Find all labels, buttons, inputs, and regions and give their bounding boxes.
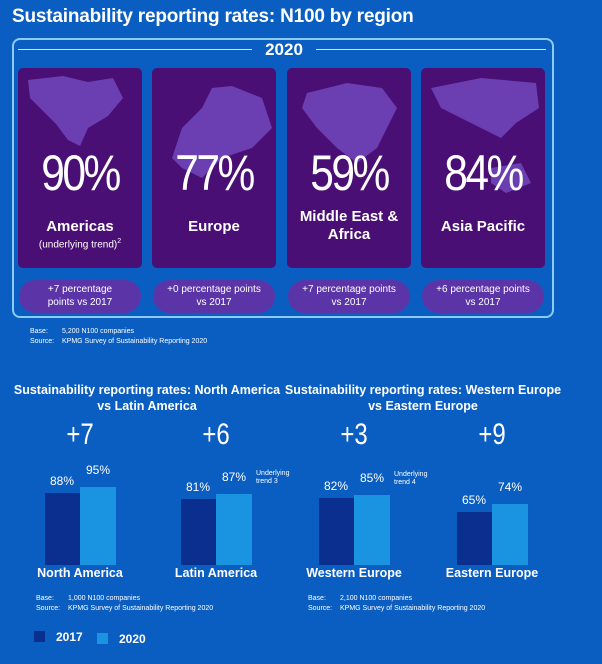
underlying-trend-note: Underlying trend 4 (394, 471, 428, 487)
region-card-europe: 77% Europe (152, 68, 276, 268)
value-label-2020: 95% (85, 463, 111, 478)
subtitle-text: (underlying trend) (38, 239, 118, 251)
category-label: North America (37, 566, 123, 580)
bar-2020 (492, 504, 528, 565)
chart-title: Sustainability reporting rates: Western … (284, 383, 562, 413)
divider (316, 49, 546, 50)
base-value: 1,000 N100 companies (68, 595, 140, 602)
source-note: Base: 5,200 N100 companies Source: KPMG Su… (30, 327, 207, 347)
region-name: Americas (46, 218, 114, 235)
change-value: +3 (340, 418, 368, 451)
region-card-asia-pacific: 84% Asia Pacific (421, 68, 545, 268)
region-name: Europe (188, 218, 240, 235)
divider (18, 49, 252, 50)
change-value: +9 (478, 418, 506, 451)
change-pill: +7 percentage points vs 2017 (288, 280, 410, 313)
value-label-2020: 87% (221, 469, 247, 484)
americas-map-icon (28, 76, 123, 146)
year-label: 2020 (265, 40, 303, 59)
source-label: Source: (308, 605, 333, 612)
region-card-middle-east-africa: 59% Middle East & Africa (287, 68, 411, 268)
base-value: 2,100 N100 companies (340, 595, 412, 602)
value-label-2017: 81% (185, 479, 211, 494)
underlying-trend-note: Underlying trend 3 (256, 469, 290, 485)
category-label: Eastern Europe (445, 566, 539, 580)
base-label: Base: (308, 595, 326, 602)
base-label: Base: (30, 328, 48, 335)
bar-2020 (216, 493, 252, 565)
legend-swatch-2017 (34, 631, 45, 642)
source-note: Base: 2,100 N100 companies Source: KPMG Su… (308, 594, 485, 614)
footnote-ref: 2 (117, 238, 122, 245)
change-pill: +0 percentage points vs 2017 (153, 280, 275, 313)
change-pill: +6 percentage points vs 2017 (422, 280, 544, 313)
region-card-americas: 90% Americas (underlying trend)2 (18, 68, 142, 268)
region-percent: 59% (310, 145, 390, 201)
region-percent: 84% (444, 145, 524, 201)
change-value: +7 (66, 418, 94, 451)
region-percent: 77% (175, 145, 255, 201)
legend-label: 2017 (56, 630, 83, 644)
bar-2020 (354, 495, 390, 565)
value-label-2017: 65% (461, 492, 487, 507)
base-label: Base: (36, 595, 54, 602)
bar-2020 (80, 487, 116, 565)
africa-map-icon (302, 83, 397, 163)
change-pill: +7 percentage points vs 2017 (19, 280, 141, 313)
region-name: Asia Pacific (440, 218, 526, 235)
source-label: Source: (36, 605, 61, 612)
base-value: 5,200 N100 companies (62, 328, 134, 335)
value-label-2017: 82% (323, 478, 349, 493)
source-value: KPMG Survey of Sustainability Reporting … (340, 605, 486, 612)
value-label-2017: 88% (49, 473, 75, 488)
legend-swatch-2020 (97, 633, 108, 644)
europe-map-icon (172, 86, 272, 178)
source-label: Source: (30, 338, 55, 345)
legend-label: 2020 (119, 632, 146, 646)
value-label-2020: 74% (497, 480, 523, 495)
bar-2017 (181, 498, 216, 565)
category-label: Western Europe (306, 566, 402, 580)
source-value: KPMG Survey of Sustainability Reporting … (62, 338, 208, 345)
chart-title: Sustainability reporting rates: North Am… (13, 383, 281, 413)
region-panel (12, 38, 554, 318)
value-label-2020: 85% (359, 471, 385, 486)
bar-2017 (319, 497, 354, 565)
category-label: Latin America (174, 566, 258, 580)
region-subtitle: (underlying trend)2 (18, 238, 142, 250)
bar-2017 (45, 492, 80, 565)
page-title: Sustainability reporting rates: N100 by … (12, 6, 414, 27)
change-value: +6 (202, 418, 230, 451)
asia-map-icon (431, 78, 539, 193)
region-name: Middle East & Africa (299, 208, 399, 243)
bar-2017 (457, 511, 492, 565)
source-value: KPMG Survey of Sustainability Reporting … (68, 605, 214, 612)
source-note: Base: 1,000 N100 companies Source: KPMG Su… (36, 594, 213, 614)
region-percent: 90% (41, 145, 121, 201)
